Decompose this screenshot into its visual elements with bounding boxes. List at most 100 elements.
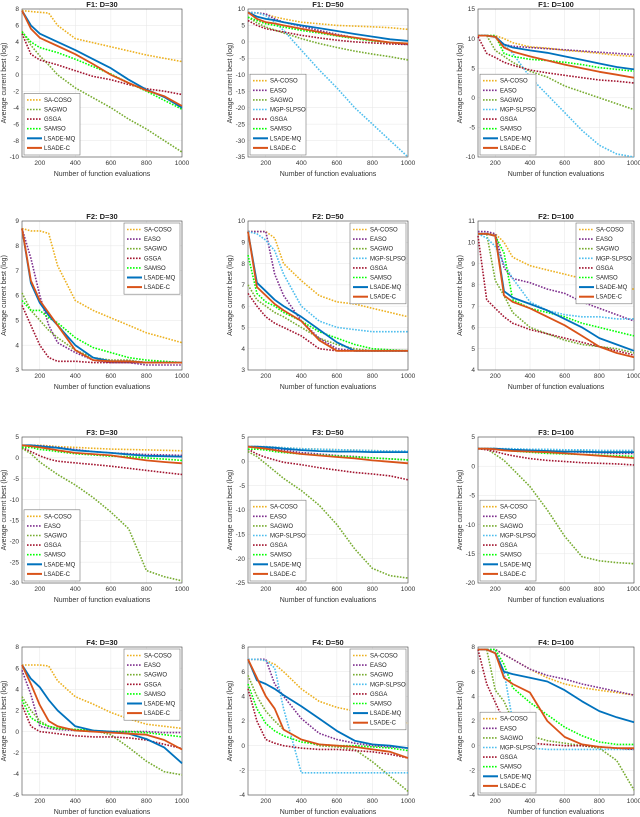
- y-tick-label: -20: [236, 105, 246, 112]
- series-line-samso: [21, 31, 183, 111]
- legend-label: SAGWO: [144, 673, 167, 679]
- x-tick-label: 600: [331, 160, 342, 167]
- y-tick-label: 10: [468, 239, 476, 246]
- y-tick-label: 6: [241, 669, 245, 676]
- x-tick-label: 400: [70, 798, 81, 805]
- series-line-samso: [21, 299, 183, 364]
- chart-title: F4: D=30: [86, 638, 117, 647]
- legend-label: GSGA: [370, 266, 387, 272]
- series-line-lsade-c: [247, 231, 408, 352]
- legend-label: GSGA: [144, 682, 161, 688]
- series-line-easo: [248, 658, 409, 749]
- x-tick-label: 800: [141, 798, 152, 805]
- legend-label: GSGA: [500, 117, 517, 123]
- x-tick-label: 600: [559, 160, 570, 167]
- series-line-sagwo: [478, 233, 635, 354]
- y-tick-label: 0: [241, 459, 245, 466]
- y-tick-label: -5: [239, 483, 245, 490]
- legend-label: EASO: [144, 237, 161, 243]
- series-line-gsga: [247, 448, 409, 481]
- x-tick-label: 1000: [175, 160, 190, 167]
- legend-label: EASO: [370, 663, 387, 669]
- legend-label: LSADE-MQ: [596, 285, 628, 291]
- series-line-sagwo: [247, 675, 409, 792]
- series-line-lsade-mq: [248, 445, 408, 454]
- chart-title: F2: D=50: [312, 212, 343, 221]
- plot-frame: [477, 8, 635, 158]
- legend: SA-COSO EASO SAGWO GSGA SAMSO LSADE-MQ LSADE-C: [123, 222, 181, 295]
- legend-label: SA-COSO: [144, 654, 172, 660]
- y-tick-label: -4: [469, 792, 475, 799]
- y-tick-label: 6: [241, 303, 245, 310]
- y-axis-label: Average current best (log): [227, 43, 234, 124]
- x-tick-label: 800: [594, 798, 605, 805]
- legend-label: SAGWO: [270, 524, 293, 530]
- y-tick-label: 0: [471, 95, 475, 102]
- legend-label: GSGA: [44, 117, 61, 123]
- series-line-sa-coso: [21, 9, 183, 63]
- chart-panel: 200 400 600 800 1000 3 4 5 6 7 8 9 10 F2: D=50 Number …: [227, 212, 416, 391]
- legend-box: [479, 711, 537, 794]
- y-tick-label: 0: [15, 455, 19, 462]
- x-tick-label: 600: [331, 586, 342, 593]
- legend-label: SAMSO: [270, 127, 292, 133]
- legend-label: SAGWO: [500, 98, 523, 104]
- legend-label: SAGWO: [44, 108, 67, 114]
- y-tick-label: 10: [468, 36, 476, 43]
- y-tick-label: 4: [471, 694, 475, 701]
- series-line-lsade-c: [21, 444, 183, 465]
- plot-frame: [247, 220, 409, 371]
- y-tick-label: -4: [13, 105, 19, 112]
- y-tick-label: 5: [241, 434, 245, 441]
- x-tick-label: 400: [70, 160, 81, 167]
- y-tick-label: 10: [238, 6, 246, 13]
- legend-label: SAMSO: [144, 692, 166, 698]
- plot-frame: [477, 220, 635, 371]
- x-tick-label: 800: [141, 160, 152, 167]
- legend-label: LSADE-C: [370, 721, 397, 727]
- series-line-sagwo: [478, 648, 635, 791]
- x-tick-label: 200: [490, 373, 501, 380]
- y-tick-label: 8: [471, 644, 475, 651]
- x-tick-label: 400: [296, 160, 307, 167]
- y-tick-label: 6: [15, 665, 19, 672]
- y-tick-label: 15: [468, 6, 476, 13]
- legend-label: LSADE-MQ: [270, 562, 302, 568]
- y-tick-label: 5: [471, 346, 475, 353]
- x-tick-label: 400: [296, 373, 307, 380]
- y-tick-label: -35: [236, 154, 246, 161]
- legend-label: EASO: [270, 514, 287, 520]
- y-axis-label: Average current best (log): [1, 43, 8, 124]
- legend-label: MGP-SLPSO: [500, 534, 536, 540]
- legend: SA-COSO EASO SAGWO MGP-SLPSO GSGA SAMSO LSADE-…: [349, 648, 407, 731]
- series-line-lsade-c: [478, 447, 635, 459]
- chart-panel: 200 400 600 800 1000 3 4 5 6 7 8 9 F2: D=30 Number of…: [1, 212, 190, 391]
- legend-label: SAGWO: [500, 736, 523, 742]
- chart-title: F1: D=50: [312, 0, 343, 9]
- legend-label: SAMSO: [144, 266, 166, 272]
- x-tick-label: 600: [559, 373, 570, 380]
- y-tick-label: -15: [236, 88, 246, 95]
- series-line-lsade-c: [21, 228, 182, 364]
- y-tick-label: -15: [466, 551, 476, 558]
- series-line-mgp-slpso: [247, 11, 409, 158]
- legend: SA-COSO EASO SAGWO MGP-SLPSO GSGA SAMSO LSADE-…: [249, 499, 307, 582]
- legend-label: MGP-SLPSO: [596, 256, 632, 262]
- legend-label: GSGA: [144, 256, 161, 262]
- y-tick-label: -10: [10, 497, 20, 504]
- x-tick-label: 400: [296, 798, 307, 805]
- legend-label: MGP-SLPSO: [500, 108, 536, 114]
- y-axis-label: Average current best (log): [457, 43, 464, 124]
- y-tick-label: 7: [471, 303, 475, 310]
- chart-panel: 200 400 600 800 1000 -20 -15 -10 -5 0 5 F3: D=100 Nu…: [457, 428, 640, 604]
- y-tick-label: -5: [239, 56, 245, 63]
- legend: SA-COSO EASO SAGWO MGP-SLPSO GSGA SAMSO LSADE-…: [249, 73, 307, 156]
- y-tick-label: 3: [241, 367, 245, 374]
- series-line-lsade-c: [478, 232, 635, 359]
- legend-label: LSADE-C: [500, 784, 527, 790]
- x-axis-label: Number of function evaluations: [508, 384, 605, 391]
- y-tick-label: -30: [236, 138, 246, 145]
- y-tick-label: 0: [241, 39, 245, 46]
- x-tick-label: 200: [260, 798, 271, 805]
- x-tick-label: 200: [260, 373, 271, 380]
